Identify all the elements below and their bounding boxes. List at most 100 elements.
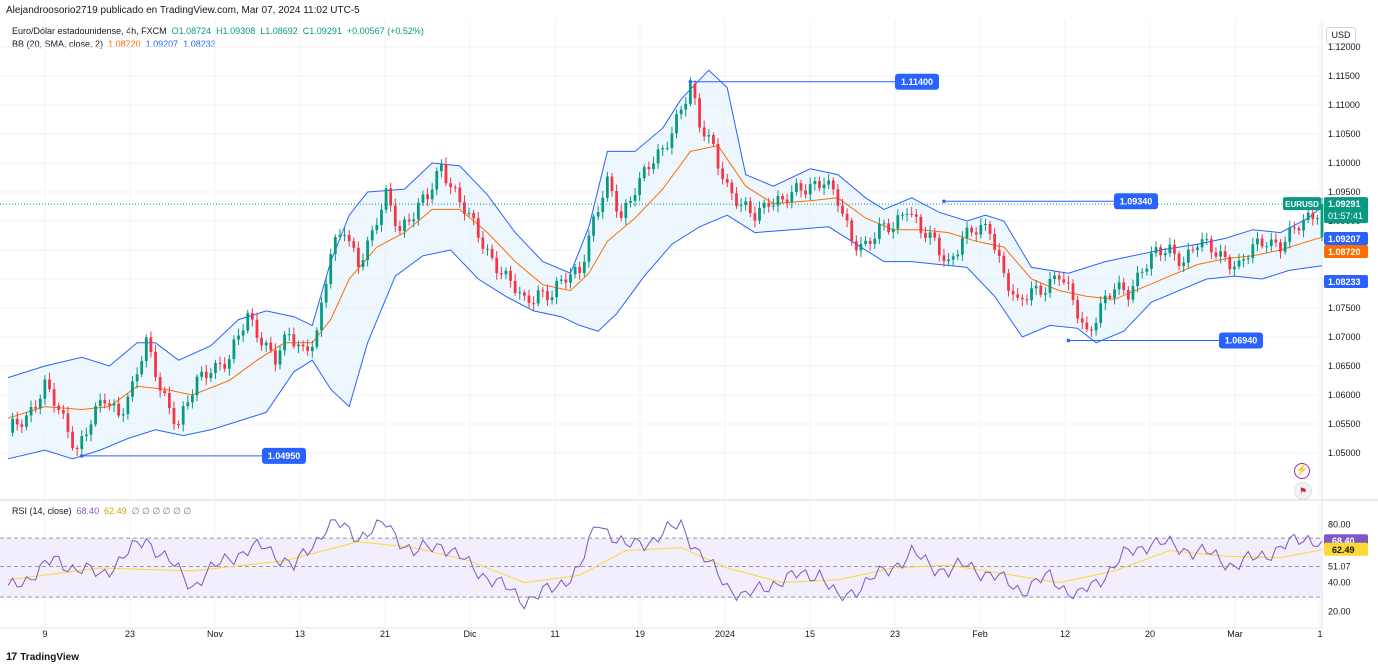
time-tick-label: 9 (42, 629, 47, 639)
candle-body (1108, 295, 1112, 298)
price-tick-label: 1.05500 (1328, 419, 1361, 429)
candle-body (642, 167, 646, 179)
candle-body (707, 135, 711, 137)
candle-body (1306, 212, 1310, 220)
candle-body (495, 257, 499, 274)
candle-body (822, 184, 826, 189)
annotation-label: 1.11400 (901, 77, 933, 87)
countdown-label: 01:57:41 (1328, 211, 1363, 221)
ohlc-high: H1.09308 (216, 26, 256, 36)
indicator-price-tag-box (1324, 245, 1368, 258)
tradingview-logo-text: TradingView (20, 652, 79, 663)
candle-body (1053, 275, 1056, 279)
candle-body (901, 214, 904, 216)
tradingview-logo-mark: 17 (6, 651, 17, 663)
candle-body (453, 187, 457, 189)
candle-body (1320, 204, 1324, 238)
candle-body (647, 167, 651, 170)
annotation-label-box (262, 447, 306, 464)
candle-body (1034, 285, 1038, 289)
candle-body (882, 223, 886, 225)
candle-body (1002, 255, 1006, 274)
candle-body (1140, 271, 1144, 273)
last-price-tag-label: 1.09291 (1328, 199, 1361, 209)
bb-lower-value: 1.08233 (183, 39, 216, 49)
candle-body (758, 207, 761, 221)
candle-body (57, 405, 61, 411)
candle-body (472, 212, 476, 219)
price-tick-label: 1.11500 (1328, 71, 1360, 81)
candle-body (375, 224, 379, 231)
candle-body (48, 379, 51, 390)
candle-body (467, 212, 471, 214)
candle-body (329, 254, 333, 284)
candle-body (592, 216, 595, 236)
candle-body (486, 248, 489, 250)
candle-body (1191, 249, 1195, 251)
candle-body (435, 171, 439, 190)
rsi-label[interactable]: RSI (14, close) (12, 506, 72, 516)
candle-body (605, 176, 609, 198)
candle-body (993, 233, 997, 250)
candle-body (615, 190, 618, 212)
candle-body (619, 211, 623, 218)
candle-body (679, 109, 683, 115)
time-tick-label: 12 (1060, 629, 1070, 639)
candle-body (730, 182, 734, 194)
candle-body (845, 213, 849, 221)
candle-body (11, 418, 14, 433)
candle-body (449, 183, 452, 188)
bb-label[interactable]: BB (20, SMA, close, 2) (12, 39, 104, 49)
candle-body (578, 267, 582, 274)
candle-body (541, 290, 545, 292)
candle-body (158, 377, 162, 391)
candle-body (200, 371, 204, 377)
candle-body (698, 98, 701, 128)
candle-body (1085, 322, 1089, 330)
candle-body (1122, 282, 1126, 291)
candle-body (638, 178, 642, 195)
candle-body (1302, 219, 1305, 231)
candle-body (117, 403, 121, 416)
candle-body (440, 164, 443, 172)
candle-body (1233, 266, 1236, 270)
candle-body (721, 168, 725, 180)
candle-body (1020, 297, 1024, 300)
candle-body (1007, 273, 1010, 291)
candle-body (504, 270, 508, 275)
candle-body (430, 189, 434, 200)
candle-body (1126, 290, 1130, 300)
candle-body (1025, 299, 1029, 301)
indicator-price-tag-box (1324, 275, 1368, 288)
candle-body (984, 223, 987, 226)
candle-body (1154, 247, 1158, 254)
candle-body (1219, 251, 1222, 257)
time-tick-label: 23 (125, 629, 135, 639)
rsi-legend: RSI (14, close) 68.40 62.49 ∅ ∅ ∅ ∅ ∅ ∅ (12, 506, 191, 517)
candle-body (1283, 241, 1287, 252)
candle-body (218, 362, 222, 365)
time-tick-label: Mar (1227, 629, 1243, 639)
candle-body (103, 400, 107, 404)
candle-body (887, 223, 890, 233)
price-tick-label: 1.09500 (1328, 187, 1361, 197)
bb-basis-value: 1.08720 (108, 39, 141, 49)
candle-body (38, 398, 42, 409)
candle-body (1260, 238, 1264, 247)
candle-body (458, 187, 462, 203)
candle-body (1256, 238, 1259, 245)
candle-body (661, 148, 665, 150)
candle-body (140, 361, 144, 375)
candle-body (1136, 272, 1139, 287)
candle-body (1177, 253, 1181, 267)
lightning-icon[interactable]: ⚡ (1294, 463, 1310, 479)
candle-body (343, 234, 346, 236)
price-tick-label: 1.11000 (1328, 100, 1360, 110)
candle-body (384, 188, 388, 210)
price-tick-label: 1.10500 (1328, 129, 1361, 139)
currency-button[interactable]: USD (1326, 27, 1356, 44)
candle-body (29, 407, 33, 416)
candle-body (785, 199, 789, 203)
symbol-name[interactable]: Euro/Dólar estadounidense, 4h, FXCM (12, 26, 167, 36)
